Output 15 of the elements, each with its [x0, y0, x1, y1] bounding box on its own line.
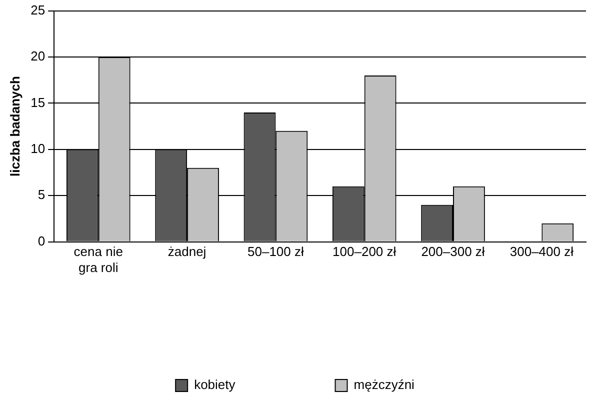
- y-tick-label: 5: [38, 187, 46, 202]
- y-tick-label: 20: [30, 48, 46, 64]
- x-tick-label: 100–200 zł: [332, 244, 396, 260]
- y-tick-label: 10: [30, 140, 46, 156]
- legend-label: kobiety: [194, 377, 236, 392]
- x-tick-label: cena nie gra roli: [74, 244, 123, 275]
- x-tick-label: 300–400 zł: [510, 244, 574, 260]
- legend-label: mężczyźni: [354, 377, 415, 392]
- x-tick-label: żadnej: [168, 244, 206, 260]
- y-tick-label: 25: [30, 2, 46, 18]
- y-tick-label: 15: [30, 94, 46, 110]
- y-tick-label: 0: [38, 233, 46, 248]
- y-axis-title: liczba badanych: [7, 76, 22, 177]
- x-tick-label: 200–300 zł: [421, 244, 485, 260]
- x-tick-label: 50–100 zł: [248, 244, 304, 260]
